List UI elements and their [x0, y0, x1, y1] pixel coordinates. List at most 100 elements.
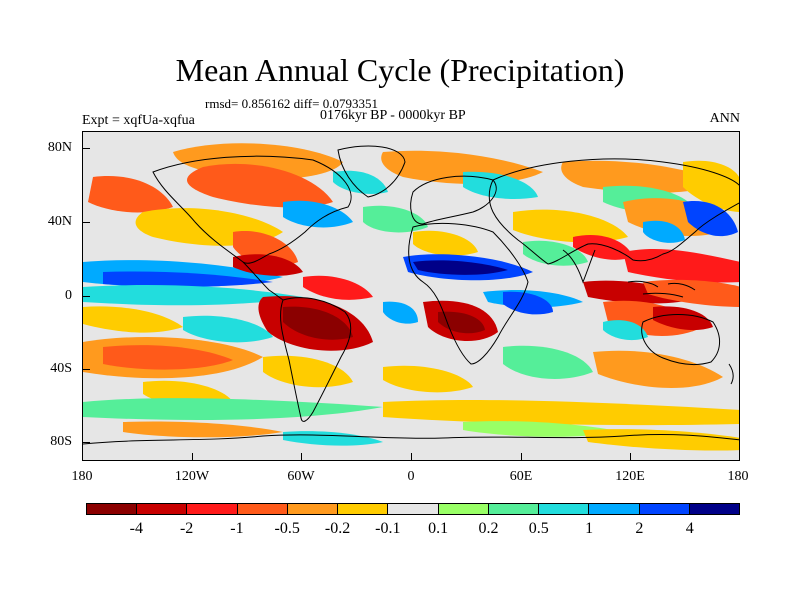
- colorbar-swatch: [388, 504, 439, 514]
- colorbar-swatch: [438, 504, 489, 514]
- field-patch: [683, 201, 738, 237]
- colorbar-label: -0.2: [324, 520, 351, 537]
- x-tick-label: 120E: [615, 469, 645, 484]
- x-tick-label: 120W: [174, 469, 210, 484]
- coastline-south-america: [280, 297, 352, 422]
- field-patch: [83, 398, 383, 420]
- field-patch: [83, 306, 183, 333]
- field-patch: [103, 271, 273, 287]
- colorbar-label: 0.5: [528, 520, 549, 537]
- y-tick-mark: [82, 442, 90, 443]
- figure-title: Mean Annual Cycle (Precipitation): [175, 52, 625, 88]
- x-tick-label: 60E: [509, 469, 533, 484]
- colorbar-label: -4: [129, 520, 143, 537]
- y-tick-mark: [82, 369, 90, 370]
- experiment-label: Expt = xqfUa-xqfua: [82, 113, 195, 128]
- coastline-central-america: [242, 261, 284, 301]
- x-tick-mark: [521, 453, 522, 461]
- coastline-new-zealand: [728, 363, 734, 385]
- field-patch: [643, 279, 739, 307]
- colorbar-swatch: [338, 504, 389, 514]
- coastlines: [83, 145, 739, 445]
- field-patch: [303, 275, 373, 300]
- field-patch: [383, 365, 473, 393]
- coastline-antarctica: [83, 434, 739, 445]
- x-tick-label: 0: [407, 469, 415, 484]
- colorbar-label: -2: [179, 520, 194, 537]
- y-tick-label: 80S: [50, 434, 72, 449]
- field-patch: [623, 249, 739, 283]
- field-patch: [383, 400, 739, 426]
- colorbar-label: 1: [585, 520, 594, 537]
- field-patch: [463, 421, 623, 437]
- coastline-australia: [641, 314, 720, 366]
- colorbar-swatch: [287, 504, 339, 514]
- field-patch: [283, 306, 353, 340]
- coastline-maritime-continent: [627, 280, 696, 298]
- x-tick-label: 60W: [287, 469, 315, 484]
- field-patch: [363, 205, 428, 233]
- field-patch: [123, 421, 283, 438]
- precipitation-map: [82, 131, 740, 461]
- field-patch: [643, 220, 685, 243]
- colorbar-swatch: [187, 504, 238, 514]
- colorbar-label: -1: [230, 520, 244, 537]
- field-patch: [513, 209, 628, 243]
- x-tick-label: 180: [727, 469, 749, 484]
- field-patch: [573, 234, 633, 260]
- field-patch: [583, 429, 739, 451]
- coastline-north-america: [152, 155, 352, 264]
- y-tick-label: 0: [65, 288, 72, 303]
- x-tick-mark: [192, 453, 193, 461]
- colorbar-label: 2: [635, 520, 644, 537]
- colorbar-label: 0.1: [428, 520, 449, 537]
- y-tick-mark: [82, 148, 90, 149]
- field-patch: [333, 170, 388, 194]
- map-field: [83, 143, 739, 451]
- field-patch: [263, 355, 353, 388]
- x-tick-mark: [411, 453, 412, 461]
- field-patch: [183, 315, 273, 343]
- colorbar-swatch: [488, 504, 540, 514]
- colorbar-label: -0.5: [274, 520, 300, 537]
- coastline-africa: [408, 222, 529, 365]
- field-patch: [83, 285, 303, 306]
- colorbar-swatch: [137, 504, 188, 514]
- period-label: 0176kyr BP - 0000kyr BP: [320, 108, 466, 123]
- colorbar: [86, 503, 740, 515]
- colorbar-swatch: [689, 504, 740, 514]
- season-label: ANN: [709, 111, 740, 126]
- field-patch: [603, 320, 648, 341]
- x-tick-mark: [301, 453, 302, 461]
- field-patch: [381, 150, 543, 184]
- field-patch: [561, 160, 723, 193]
- field-patch: [683, 160, 739, 212]
- x-tick-label: 180: [71, 469, 93, 484]
- y-tick-label: 40N: [47, 214, 72, 229]
- x-tick-mark: [630, 453, 631, 461]
- y-tick-label: 40S: [50, 361, 72, 376]
- colorbar-swatch: [237, 504, 288, 514]
- field-patch: [503, 345, 593, 379]
- field-patch: [283, 431, 383, 446]
- colorbar-label: -0.1: [375, 520, 401, 537]
- field-patch: [653, 306, 713, 331]
- coastline-india: [562, 249, 596, 284]
- field-patch: [413, 230, 478, 256]
- y-tick-mark: [82, 296, 90, 297]
- colorbar-swatch: [539, 504, 590, 514]
- coastline-asia: [488, 158, 739, 265]
- field-patch: [186, 163, 333, 208]
- field-patch: [383, 301, 418, 324]
- coastline-greenland: [337, 145, 406, 198]
- y-tick-mark: [82, 222, 90, 223]
- field-patch: [593, 350, 723, 389]
- field-patch: [463, 171, 538, 199]
- field-patch: [88, 176, 173, 213]
- y-tick-label: 80N: [47, 140, 72, 155]
- field-patch: [103, 345, 233, 370]
- colorbar-swatch: [87, 504, 138, 514]
- colorbar-swatch: [639, 504, 690, 514]
- stats-label: rmsd= 0.856162 diff= 0.0793351: [205, 96, 378, 111]
